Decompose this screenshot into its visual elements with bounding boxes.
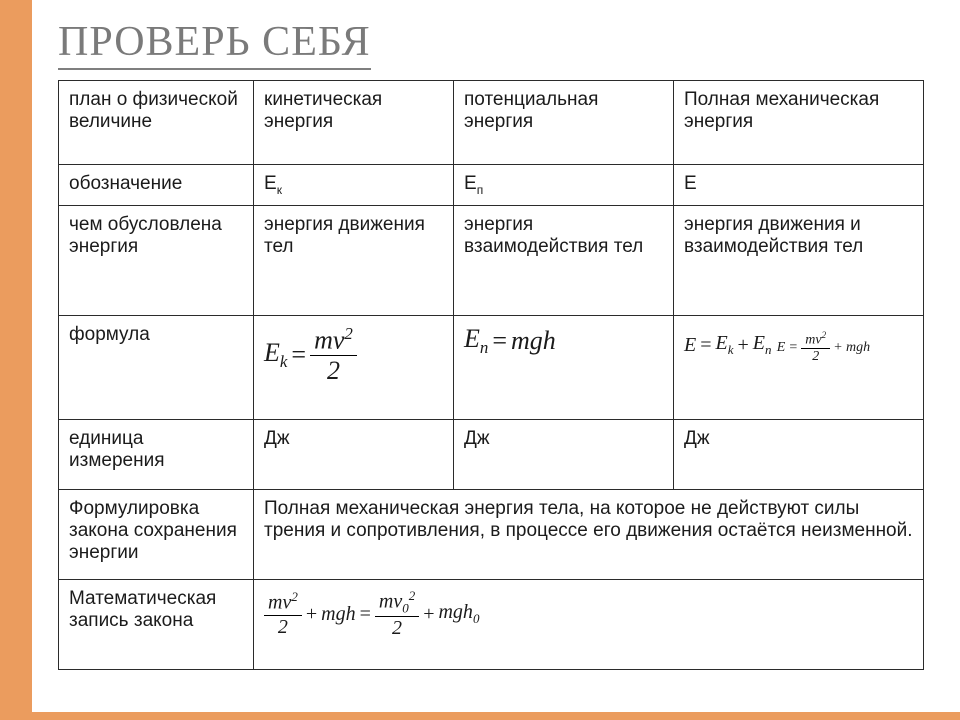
table-header-row: план о физической величине кинетическая … [59, 81, 924, 165]
row-law-text: Формулировка закона сохранения энергии П… [59, 489, 924, 579]
sym-ep: E [464, 173, 477, 194]
cell-unit-pot: Дж [454, 419, 674, 489]
header-plan: план о физической величине [59, 81, 254, 165]
sym-ek: E [264, 173, 277, 194]
cell-unit-full: Дж [674, 419, 924, 489]
row-designation: обозначение Eк Eп E [59, 165, 924, 206]
cell-designation-full: E [674, 165, 924, 206]
cell-unit-kin: Дж [254, 419, 454, 489]
cell-cause-kin: энергия движения тел [254, 205, 454, 315]
label-unit: единица измерения [59, 419, 254, 489]
sym-ek-sub: к [277, 183, 282, 197]
sym-e: E [684, 173, 697, 194]
cell-formula-kin: Ek = mν2 2 [254, 315, 454, 419]
cell-designation-kin: Eк [254, 165, 454, 206]
row-formula: формула Ek = mν2 2 Eп = mgh E=Ek+Eп [59, 315, 924, 419]
page-title: ПРОВЕРЬ СЕБЯ [58, 18, 371, 70]
label-designation: обозначение [59, 165, 254, 206]
header-potential: потенциальная энергия [454, 81, 674, 165]
cell-designation-pot: Eп [454, 165, 674, 206]
row-cause: чем обусловлена энергия энергия движения… [59, 205, 924, 315]
physics-table: план о физической величине кинетическая … [58, 80, 924, 670]
accent-bottom-stripe [0, 712, 960, 720]
row-law-math: Математическая запись закона mν2 2 +mgh … [59, 579, 924, 669]
cell-cause-full: энергия движения и взаимодействия тел [674, 205, 924, 315]
sym-ep-sub: п [477, 183, 484, 197]
cell-formula-pot: Eп = mgh [454, 315, 674, 419]
cell-law-text: Полная механическая энергия тела, на кот… [254, 489, 924, 579]
label-cause: чем обусловлена энергия [59, 205, 254, 315]
row-unit: единица измерения Дж Дж Дж [59, 419, 924, 489]
label-formula: формула [59, 315, 254, 419]
accent-left-stripe [0, 0, 32, 720]
cell-law-math: mν2 2 +mgh = mν02 2 +mgh0 [254, 579, 924, 669]
header-kinetic: кинетическая энергия [254, 81, 454, 165]
cell-formula-full: E=Ek+Eп E= mν2 2 +mgh [674, 315, 924, 419]
label-law-math: Математическая запись закона [59, 579, 254, 669]
header-full: Полная механическая энергия [674, 81, 924, 165]
cell-cause-pot: энергия взаимодействия тел [454, 205, 674, 315]
label-law-text: Формулировка закона сохранения энергии [59, 489, 254, 579]
